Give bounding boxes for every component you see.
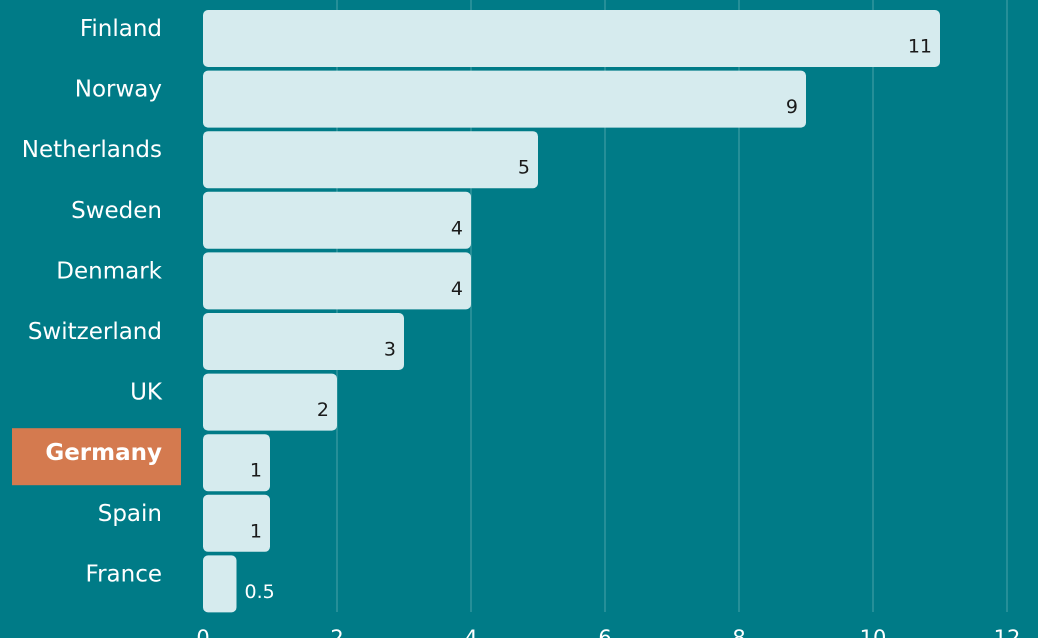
bar (203, 434, 270, 492)
bar (203, 494, 270, 552)
x-tick-label: 4 (464, 626, 477, 638)
category-labels: Finland Norway Netherlands Sweden Denmark Swi… (12, 16, 181, 587)
bar (203, 313, 404, 370)
x-tick-label: 0 (196, 626, 209, 638)
category-label: Germany (45, 440, 162, 466)
bar-value-label: 4 (451, 278, 463, 300)
category-label: Denmark (56, 258, 162, 284)
bar-value-label: 4 (451, 217, 463, 239)
bar (203, 252, 471, 310)
bar-value-label: 9 (786, 96, 798, 118)
highlight-label-background (12, 428, 181, 486)
bar (203, 555, 237, 613)
bar-value-label: 2 (317, 399, 329, 421)
x-tick-label: 10 (860, 626, 887, 638)
x-tick-label: 8 (732, 626, 745, 638)
category-label: Sweden (71, 198, 162, 224)
bar (203, 10, 940, 67)
bar-value-label: 3 (384, 339, 396, 361)
category-label: France (86, 561, 162, 587)
bar (203, 373, 337, 431)
x-tick-label: 6 (598, 626, 611, 638)
bar-value-label: 0.5 (245, 581, 275, 603)
bar-value-label: 5 (518, 157, 530, 179)
bar-value-label: 1 (250, 460, 262, 482)
category-label: Spain (98, 501, 162, 527)
x-tick-label: 2 (330, 626, 343, 638)
x-tick-label: 12 (994, 626, 1021, 638)
category-label: Netherlands (22, 137, 162, 163)
bar (203, 191, 471, 249)
bar-value-label: 1 (250, 520, 262, 542)
bar (203, 131, 538, 189)
x-axis-ticks: 0 2 4 6 8 10 12 (196, 626, 1020, 638)
bar (203, 70, 806, 128)
category-label: Norway (75, 77, 162, 103)
bar-value-label: 11 (908, 36, 932, 58)
category-label: Finland (80, 16, 162, 42)
category-label: UK (130, 380, 163, 406)
category-label: Switzerland (28, 319, 162, 345)
